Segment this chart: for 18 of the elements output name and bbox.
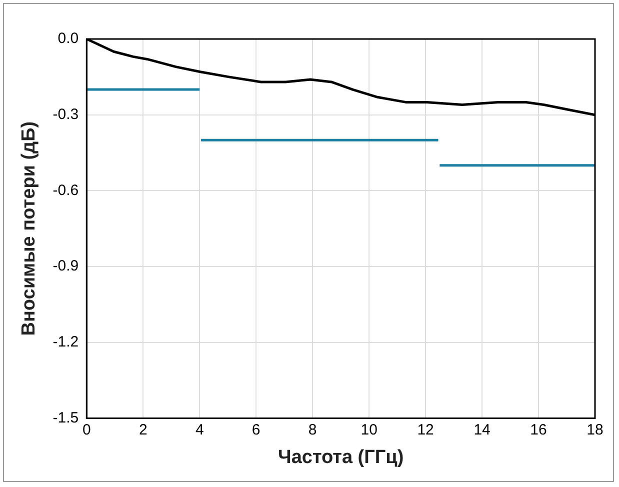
x-tick-label: 18: [586, 421, 604, 438]
x-tick-label: 10: [360, 421, 378, 438]
y-tick-label: -1.5: [52, 409, 79, 426]
x-tick-label: 4: [195, 421, 204, 438]
x-tick-label: 14: [474, 421, 490, 438]
y-tick-label: -0.6: [52, 182, 79, 199]
y-tick-label: 0.0: [58, 30, 79, 48]
x-tick-label: 12: [417, 421, 434, 438]
y-tick-label: -0.9: [52, 258, 79, 275]
x-axis-title: Частота (ГГц): [278, 446, 404, 468]
x-tick-label: 2: [138, 421, 148, 438]
x-tick-label: 8: [308, 421, 317, 438]
x-tick-label: 16: [530, 421, 547, 438]
x-tick-label: 6: [252, 421, 260, 438]
y-axis-title: Вносимые потери (дБ): [18, 121, 40, 336]
y-tick-label: -0.3: [52, 106, 79, 123]
x-tick-label: 0: [82, 421, 91, 438]
y-tick-label: -1.2: [52, 334, 79, 350]
